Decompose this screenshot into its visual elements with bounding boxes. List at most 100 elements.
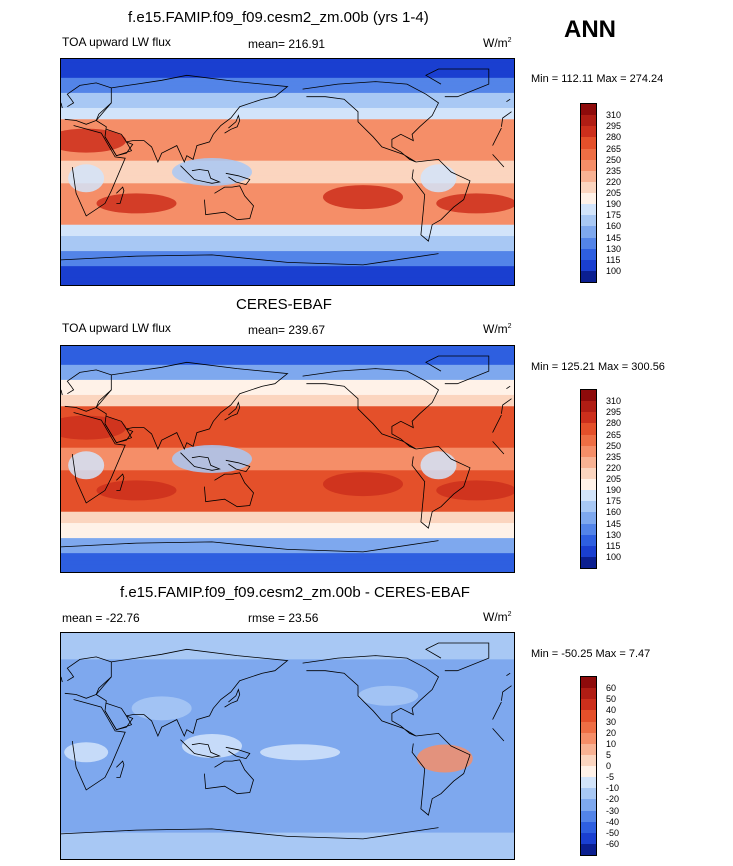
- map-canvas: [61, 346, 514, 572]
- map-band: [61, 357, 514, 362]
- map-band: [61, 507, 514, 513]
- map-band: [61, 693, 514, 698]
- colorbar-swatch: [581, 710, 596, 722]
- map-band: [61, 651, 514, 657]
- map-band: [61, 779, 514, 785]
- coastline: [425, 68, 490, 98]
- map-band: [61, 115, 514, 120]
- coastline: [492, 441, 505, 455]
- map-band: [61, 436, 514, 441]
- panel3-map: [60, 632, 515, 860]
- coastline: [506, 672, 511, 677]
- map-blob: [61, 128, 127, 153]
- colorbar-swatch: [581, 423, 596, 435]
- colorbar-swatch: [581, 270, 596, 282]
- map-band: [61, 545, 514, 550]
- map-band: [61, 413, 514, 419]
- coastline: [116, 760, 125, 778]
- map-band: [61, 402, 514, 407]
- map-band: [61, 266, 514, 271]
- map-band: [61, 828, 514, 834]
- map-band: [61, 541, 514, 547]
- map-band: [61, 239, 514, 245]
- map-band: [61, 663, 514, 668]
- map-band: [61, 62, 514, 68]
- panel2-variable: TOA upward LW flux: [62, 321, 171, 335]
- map-band: [61, 734, 514, 740]
- coastline: [61, 102, 63, 109]
- colorbar-tick-label: -10: [606, 783, 620, 794]
- map-band: [61, 224, 514, 230]
- map-band: [61, 104, 514, 109]
- map-band: [61, 66, 514, 71]
- map-band: [61, 640, 514, 645]
- map-band: [61, 179, 514, 184]
- map-band: [61, 368, 514, 373]
- panel1-minmax: Min = 112.11 Max = 274.24: [531, 73, 664, 85]
- map-band: [61, 678, 514, 683]
- map-band: [61, 689, 514, 694]
- colorbar-swatch: [581, 512, 596, 524]
- panel3-colorbar: [580, 676, 597, 856]
- coastline: [224, 688, 241, 708]
- map-band: [61, 126, 514, 132]
- map-band: [61, 712, 514, 717]
- map-band: [61, 553, 514, 558]
- colorbar-swatch: [581, 401, 596, 413]
- colorbar-swatch: [581, 226, 596, 238]
- map-band: [61, 474, 514, 479]
- coastline: [61, 676, 63, 683]
- map-band: [61, 489, 514, 494]
- coastline: [411, 732, 471, 816]
- colorbar-tick-label: 265: [606, 143, 622, 154]
- coastline: [411, 445, 471, 529]
- map-band: [61, 134, 514, 139]
- map-band: [61, 281, 514, 285]
- map-band: [61, 768, 514, 773]
- colorbar-tick-label: 115: [606, 254, 621, 265]
- coastline: [71, 125, 126, 217]
- colorbar-tick-label: 30: [606, 716, 617, 727]
- map-band: [61, 855, 514, 859]
- coastline: [492, 414, 502, 433]
- coastline: [501, 685, 512, 701]
- coastline: [287, 253, 439, 266]
- map-band: [61, 636, 514, 642]
- map-band: [61, 410, 514, 415]
- map-band: [61, 549, 514, 554]
- colorbar-tick-label: 175: [606, 496, 622, 507]
- coastline: [506, 385, 511, 390]
- map-band: [61, 96, 514, 102]
- map-band: [61, 247, 514, 252]
- colorbar-swatch: [581, 104, 596, 116]
- map-band: [61, 74, 514, 79]
- map-band: [61, 100, 514, 105]
- map-band: [61, 164, 514, 169]
- map-band: [61, 258, 514, 263]
- map-blob: [420, 451, 457, 480]
- map-band: [61, 406, 514, 411]
- map-band: [61, 840, 514, 845]
- colorbar-swatch: [581, 115, 596, 127]
- colorbar-swatch: [581, 545, 596, 557]
- map-band: [61, 700, 514, 706]
- map-blob: [131, 696, 192, 721]
- panel3-minmax: Min = -50.25 Max = 7.47: [531, 648, 651, 660]
- colorbar-swatch: [581, 743, 596, 755]
- coastline: [224, 401, 241, 421]
- map-band: [61, 519, 514, 524]
- map-band: [61, 394, 514, 400]
- map-band: [61, 523, 514, 528]
- map-band: [61, 659, 514, 664]
- coastline: [492, 127, 502, 146]
- map-band: [61, 254, 514, 260]
- map-band: [61, 783, 514, 789]
- colorbar-tick-label: 0: [606, 761, 612, 771]
- coastline: [104, 128, 134, 157]
- coastline: [95, 361, 289, 451]
- map-band: [61, 670, 514, 676]
- panel2-map: [60, 345, 515, 573]
- map-band: [61, 817, 514, 822]
- coastline: [492, 701, 502, 720]
- coastline: [104, 702, 134, 731]
